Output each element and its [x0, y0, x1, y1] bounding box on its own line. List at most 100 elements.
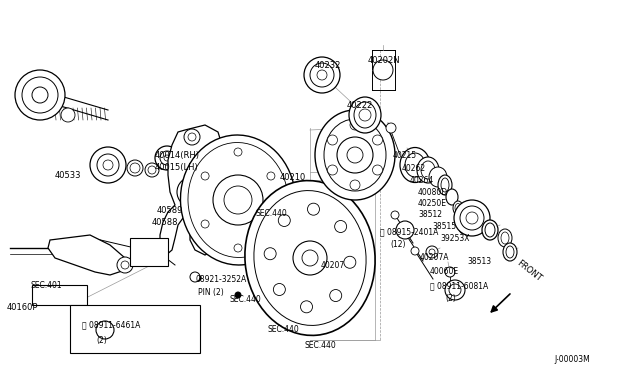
Circle shape: [396, 221, 414, 239]
Circle shape: [304, 57, 340, 93]
Ellipse shape: [441, 178, 449, 192]
Circle shape: [177, 177, 207, 207]
Ellipse shape: [506, 246, 514, 258]
Ellipse shape: [485, 223, 495, 237]
Text: FRONT: FRONT: [515, 258, 543, 283]
Polygon shape: [48, 235, 125, 275]
Circle shape: [386, 123, 396, 133]
Ellipse shape: [324, 119, 386, 191]
Text: 40222: 40222: [347, 100, 373, 109]
Text: 40160P: 40160P: [7, 304, 38, 312]
Text: 40080D: 40080D: [418, 187, 448, 196]
Ellipse shape: [180, 135, 296, 265]
Ellipse shape: [457, 212, 467, 224]
Text: (12): (12): [390, 240, 406, 248]
Text: 40232: 40232: [315, 61, 341, 70]
Circle shape: [328, 135, 337, 145]
Text: 40262: 40262: [402, 164, 426, 173]
Text: 40210: 40210: [280, 173, 306, 182]
Text: SEC.440: SEC.440: [268, 326, 300, 334]
Circle shape: [61, 108, 75, 122]
Circle shape: [445, 267, 455, 277]
Ellipse shape: [446, 189, 458, 205]
Circle shape: [234, 148, 242, 156]
Circle shape: [337, 137, 373, 173]
Circle shape: [426, 246, 438, 258]
Circle shape: [350, 180, 360, 190]
Text: 39253X: 39253X: [440, 234, 470, 243]
Text: 40250E: 40250E: [418, 199, 447, 208]
Ellipse shape: [400, 148, 430, 183]
Circle shape: [213, 175, 263, 225]
Circle shape: [372, 165, 383, 175]
Circle shape: [32, 87, 48, 103]
Circle shape: [350, 120, 360, 130]
Circle shape: [145, 163, 159, 177]
Circle shape: [22, 77, 58, 113]
Circle shape: [188, 133, 196, 141]
Bar: [130, 238, 168, 266]
Ellipse shape: [453, 201, 463, 215]
Text: SEC.401: SEC.401: [30, 280, 61, 289]
Circle shape: [97, 154, 119, 176]
Ellipse shape: [498, 229, 512, 247]
Text: 40215: 40215: [393, 151, 417, 160]
Circle shape: [466, 212, 478, 224]
Circle shape: [267, 220, 275, 228]
Text: SEC.440: SEC.440: [255, 208, 287, 218]
Circle shape: [310, 63, 334, 87]
Text: 08921-3252A: 08921-3252A: [195, 276, 246, 285]
Circle shape: [195, 275, 201, 281]
Text: 38515: 38515: [432, 221, 456, 231]
Circle shape: [130, 163, 140, 173]
Circle shape: [15, 70, 65, 120]
Circle shape: [127, 160, 143, 176]
Circle shape: [445, 280, 465, 300]
Text: 40015(LH): 40015(LH): [155, 163, 199, 171]
Ellipse shape: [254, 190, 366, 326]
Text: ⓓ 08911-6461A: ⓓ 08911-6461A: [82, 321, 140, 330]
Text: (2): (2): [96, 336, 107, 344]
Circle shape: [449, 284, 461, 296]
Text: ⓓ 08911-6081A: ⓓ 08911-6081A: [430, 282, 488, 291]
Circle shape: [278, 215, 291, 227]
Ellipse shape: [354, 102, 376, 128]
Text: (2): (2): [445, 294, 456, 302]
Ellipse shape: [429, 167, 447, 187]
Circle shape: [90, 147, 126, 183]
Circle shape: [103, 160, 113, 170]
Text: 40588: 40588: [152, 218, 179, 227]
Circle shape: [164, 155, 170, 161]
Circle shape: [273, 283, 285, 295]
Circle shape: [121, 261, 129, 269]
Ellipse shape: [455, 203, 461, 212]
Circle shape: [160, 151, 174, 165]
Circle shape: [460, 206, 484, 230]
Text: 40207: 40207: [321, 260, 345, 269]
Circle shape: [96, 321, 114, 339]
Circle shape: [155, 146, 179, 170]
Bar: [70, 305, 200, 353]
Ellipse shape: [501, 232, 509, 244]
Circle shape: [347, 147, 363, 163]
Circle shape: [307, 203, 319, 215]
Text: 38513: 38513: [467, 257, 491, 266]
Circle shape: [317, 70, 327, 80]
Circle shape: [234, 244, 242, 252]
Ellipse shape: [438, 175, 452, 195]
Circle shape: [117, 257, 133, 273]
Circle shape: [201, 172, 209, 180]
Circle shape: [148, 166, 156, 174]
Ellipse shape: [459, 222, 469, 234]
Text: 40207A: 40207A: [420, 253, 449, 262]
Circle shape: [302, 250, 318, 266]
Text: 40202N: 40202N: [368, 55, 401, 64]
Ellipse shape: [315, 110, 395, 200]
Text: 40533: 40533: [55, 170, 81, 180]
Text: 40264: 40264: [410, 176, 435, 185]
Circle shape: [335, 221, 347, 232]
Text: 40060E: 40060E: [430, 267, 459, 276]
Bar: [32, 285, 87, 305]
Circle shape: [429, 249, 435, 255]
Circle shape: [190, 272, 200, 282]
